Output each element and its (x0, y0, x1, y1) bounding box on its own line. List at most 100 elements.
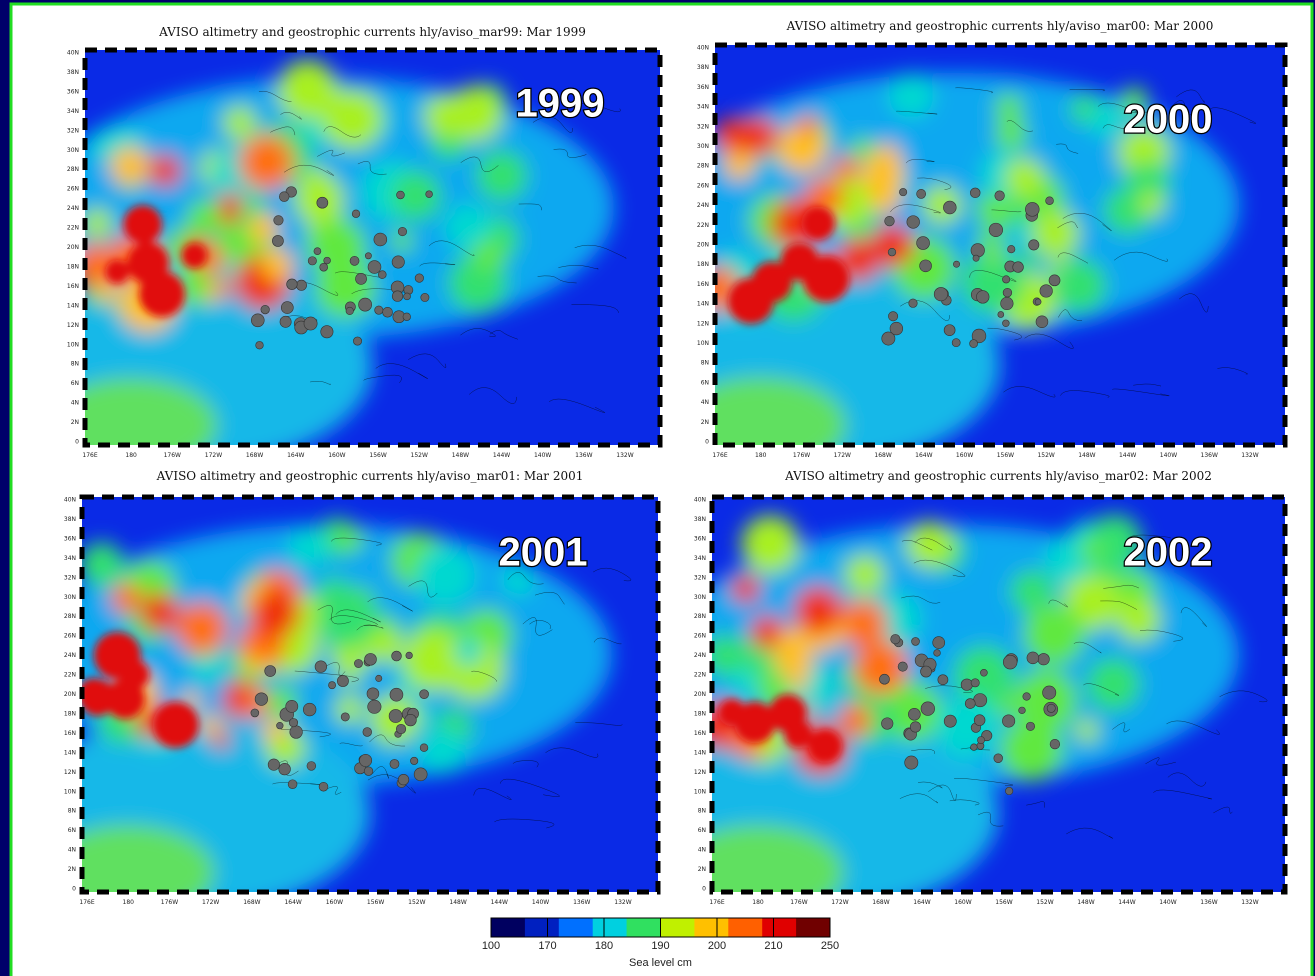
contour (339, 742, 363, 747)
lon-label: 152W (1036, 899, 1053, 906)
contour (901, 540, 933, 551)
float-marker (374, 305, 384, 315)
contour (518, 203, 542, 211)
float-marker (307, 256, 317, 266)
float-marker (1007, 245, 1016, 254)
field (85, 377, 218, 445)
float-marker (403, 292, 411, 301)
field (870, 223, 915, 268)
contour (489, 329, 519, 340)
field (839, 599, 888, 648)
lat-label: 0 (72, 886, 76, 893)
float-marker (364, 252, 372, 260)
field (335, 694, 364, 724)
lat-label: 6N (701, 379, 709, 386)
float-marker (391, 255, 405, 269)
contour (1056, 143, 1079, 154)
contour (913, 559, 966, 578)
map-field (712, 514, 1240, 892)
lat-label: 26N (64, 633, 76, 640)
float-marker (970, 678, 980, 688)
contour (460, 328, 496, 337)
float-marker (328, 681, 336, 690)
float-marker (1002, 654, 1018, 670)
contour (574, 244, 627, 259)
lat-label: 28N (67, 166, 79, 173)
lat-label: 34N (67, 108, 79, 115)
field (750, 615, 785, 650)
float-marker (977, 736, 985, 745)
colorbar-tick-label: 180 (595, 940, 613, 952)
lat-label: 36N (67, 88, 79, 95)
contour (917, 177, 952, 190)
float-marker (373, 232, 388, 247)
lon-label: 168W (243, 899, 260, 906)
contour (329, 615, 378, 626)
field (906, 521, 953, 568)
float-marker (267, 758, 280, 771)
field (1139, 191, 1165, 217)
float-marker (1048, 274, 1061, 287)
year-label: 2001 (499, 531, 588, 575)
float-marker (303, 316, 318, 331)
field (277, 60, 338, 121)
map-panel: AVISO altimetry and geostrophic currents… (694, 469, 1288, 906)
contour (294, 670, 360, 683)
lon-label: 160W (956, 452, 973, 459)
field (844, 554, 885, 596)
field (1088, 102, 1125, 138)
contour (369, 734, 406, 747)
contour (1073, 641, 1102, 654)
contour (1213, 806, 1233, 814)
contour (558, 265, 599, 270)
field (741, 515, 800, 574)
map-panel: AVISO altimetry and geostrophic currents… (64, 469, 661, 906)
contour (270, 126, 296, 136)
contour (1176, 89, 1205, 103)
float-marker (349, 256, 360, 266)
float-marker (285, 700, 299, 713)
field (402, 628, 466, 692)
colorbar-label: Sea level cm (629, 957, 692, 969)
contour (1217, 367, 1248, 375)
field (248, 213, 279, 244)
lon-label: 180 (125, 452, 137, 459)
lat-label: 24N (694, 652, 706, 659)
lat-label: 26N (67, 186, 79, 193)
lat-label: 0 (702, 886, 706, 893)
field (238, 135, 294, 190)
contour (363, 374, 402, 384)
contour (283, 164, 334, 176)
lon-label: 180 (752, 899, 764, 906)
float-marker (916, 236, 930, 250)
float-marker (888, 311, 899, 322)
contour (367, 597, 413, 612)
float-marker (410, 756, 419, 765)
lat-label: 4N (701, 399, 709, 406)
colorbar-tick-label: 200 (708, 940, 726, 952)
lat-label: 6N (68, 827, 76, 834)
float-marker (382, 306, 393, 318)
map-field (85, 60, 614, 445)
contour (512, 760, 539, 768)
lon-label: 180 (755, 452, 767, 459)
lon-label: 144W (1119, 452, 1136, 459)
year-label: 2002 (1124, 531, 1213, 575)
lat-label: 30N (64, 594, 76, 601)
lat-label: 8N (68, 808, 76, 815)
field (262, 718, 286, 742)
float-marker (314, 660, 328, 673)
float-marker (970, 243, 985, 258)
contour (280, 729, 331, 738)
float-marker (897, 661, 908, 672)
field (415, 546, 476, 607)
contour (537, 275, 577, 284)
float-marker (303, 702, 317, 717)
field (133, 246, 168, 281)
float-marker (909, 721, 922, 733)
lon-label: 148W (449, 899, 466, 906)
lat-label: 20N (694, 691, 706, 698)
field (999, 717, 1064, 782)
float-marker (279, 315, 292, 328)
lat-label: 34N (694, 555, 706, 562)
